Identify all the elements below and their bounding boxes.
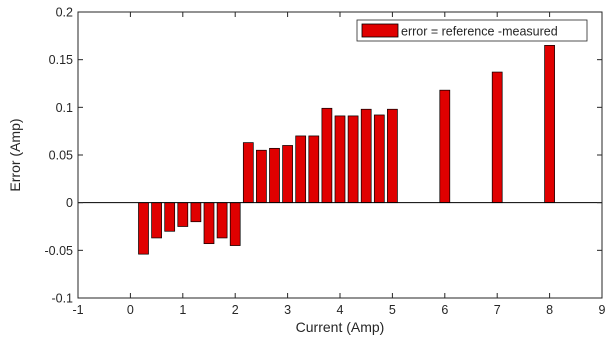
y-axis-label: Error (Amp) xyxy=(7,118,23,191)
bar xyxy=(360,108,372,204)
bar xyxy=(308,135,320,204)
y-axis-ticks: -0.1 -0.05 0 0.05 0.1 0.15 0.2 xyxy=(45,6,602,306)
bar xyxy=(347,115,359,204)
bar xyxy=(216,202,228,239)
bar xyxy=(269,147,280,204)
legend-label: error = reference -measured xyxy=(401,25,558,39)
x-tick-label: 1 xyxy=(179,303,186,317)
bar xyxy=(321,107,333,204)
x-axis-ticks: -1 0 1 2 3 4 5 6 7 8 9 xyxy=(72,12,606,317)
bar xyxy=(256,149,267,204)
legend-swatch xyxy=(361,23,399,38)
y-tick-label: -0.1 xyxy=(51,292,73,306)
x-tick-label: 0 xyxy=(127,303,134,317)
bar xyxy=(439,89,451,204)
y-tick-label: 0.1 xyxy=(56,101,73,115)
bar xyxy=(164,202,176,232)
x-tick-label: 8 xyxy=(546,303,553,317)
bar xyxy=(138,202,149,255)
x-tick-label: -1 xyxy=(72,303,83,317)
x-tick-label: 2 xyxy=(232,303,239,317)
x-axis-label: Current (Amp) xyxy=(296,319,385,335)
bar xyxy=(177,202,189,227)
x-tick-label: 6 xyxy=(441,303,448,317)
bar xyxy=(544,45,555,204)
y-tick-label: 0.05 xyxy=(49,149,73,163)
bar xyxy=(373,114,385,204)
bar xyxy=(334,115,346,204)
bar xyxy=(491,71,503,204)
bar xyxy=(203,202,215,245)
x-tick-label: 4 xyxy=(337,303,344,317)
y-tick-label: 0.2 xyxy=(56,6,73,20)
legend-box xyxy=(356,19,588,42)
bar xyxy=(295,135,307,204)
x-tick-label: 9 xyxy=(599,303,606,317)
bar xyxy=(151,202,162,239)
bar xyxy=(242,142,254,204)
y-tick-label: -0.05 xyxy=(45,244,74,258)
x-tick-label: 3 xyxy=(284,303,291,317)
bar xyxy=(229,202,241,246)
y-tick-label: 0.15 xyxy=(49,53,73,67)
y-tick-label: 0 xyxy=(66,196,73,210)
x-tick-label: 7 xyxy=(494,303,501,317)
bar xyxy=(190,202,202,223)
x-tick-label: 5 xyxy=(389,303,396,317)
bar xyxy=(387,108,398,204)
legend: error = reference -measured xyxy=(356,19,588,42)
bar xyxy=(282,145,293,204)
